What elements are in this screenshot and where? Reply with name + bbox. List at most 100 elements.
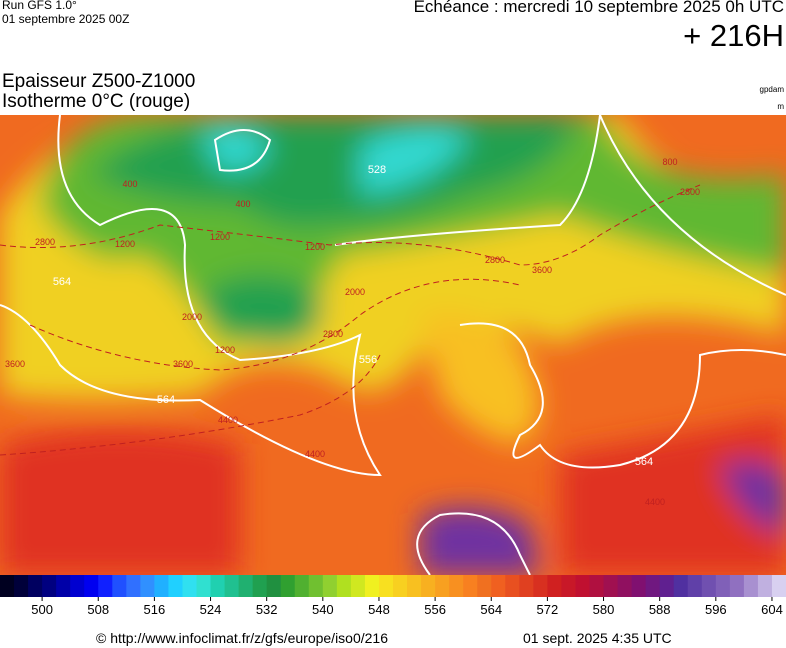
colorbar-cell xyxy=(210,575,226,597)
run: Run GFS 1.0° xyxy=(2,0,77,12)
title: Epaisseur Z500-Z1000 xyxy=(2,71,196,92)
iso0-label: 1200 xyxy=(215,345,235,355)
unit: m xyxy=(777,102,784,111)
map: 564 528 556 564 564 2800 2800 1200 400 400 1200 360… xyxy=(0,115,786,575)
colorbar-cell xyxy=(393,575,408,597)
colorbar-cell xyxy=(378,575,394,597)
colorbar-cell xyxy=(196,575,212,597)
colorbar-cell xyxy=(561,575,576,597)
valid-time: Echéance : mercredi 10 septembre 2025 0h… xyxy=(413,0,784,16)
colorbar-cell xyxy=(421,575,436,597)
iso0-label: 4400 xyxy=(218,415,238,425)
colorbar-label: 508 xyxy=(87,602,109,617)
colorbar-cell xyxy=(659,575,675,597)
colorbar-cell xyxy=(42,575,57,597)
iso0-label: 2800 xyxy=(485,255,505,265)
iso0-label: 2000 xyxy=(345,287,365,297)
iso0-label: 4400 xyxy=(645,497,665,507)
colorbar-label: 556 xyxy=(424,602,446,617)
colorbar-cell xyxy=(238,575,254,597)
colorbar-cell xyxy=(477,575,492,597)
colorbar-cell xyxy=(547,575,562,597)
colorbar-cell xyxy=(463,575,478,597)
colorbar-cell xyxy=(280,575,296,597)
run-date: 01 septembre 2025 00Z xyxy=(2,12,130,26)
colorbar-label: 572 xyxy=(537,602,559,617)
source: © http://www.infoclimat.fr/z/gfs/europe/… xyxy=(96,630,389,646)
colorbar-cell xyxy=(140,575,155,597)
iso0-label: 2000 xyxy=(182,312,202,322)
colorbar-cell xyxy=(70,575,85,597)
iso0-label: 3600 xyxy=(173,359,193,369)
thickness-contours xyxy=(0,115,786,575)
colorbar-label: 604 xyxy=(761,602,783,617)
colorbar-cell xyxy=(645,575,661,597)
colorbar-cell xyxy=(701,575,717,597)
iso0-label: 3600 xyxy=(5,359,25,369)
iso0-label: 800 xyxy=(662,157,677,167)
thickness-label: 528 xyxy=(368,164,386,176)
colorbar-label: 524 xyxy=(200,602,222,617)
colorbar-cell xyxy=(182,575,197,597)
iso0-label: 3600 xyxy=(532,265,552,275)
colorbar-cell xyxy=(673,575,689,597)
colorbar-cell xyxy=(743,575,759,597)
contour-labels: 564 528 556 564 564 2800 2800 1200 400 400 1200 360… xyxy=(5,157,700,507)
colorbar-cell xyxy=(407,575,422,597)
colorbar-cell xyxy=(224,575,240,597)
colorbar-label: 500 xyxy=(31,602,53,617)
iso0-label: 400 xyxy=(235,199,250,209)
thickness-label: 564 xyxy=(635,456,653,468)
colorbar-label: 540 xyxy=(312,602,334,617)
colorbar-cell xyxy=(336,575,352,597)
colorbar-cell xyxy=(28,575,43,597)
colorbar-cell xyxy=(168,575,183,597)
colorbar-label: 516 xyxy=(144,602,166,617)
colorbar-cell xyxy=(112,575,127,597)
colorbar-cell xyxy=(364,575,380,597)
colorbar-cell xyxy=(294,575,310,597)
colorbar-cell xyxy=(757,575,773,597)
colorbar-cell xyxy=(84,575,99,597)
colorbar-cell xyxy=(505,575,520,597)
colorbar-cell xyxy=(350,575,366,597)
colorbar-cell xyxy=(631,575,647,597)
colorbar-cell xyxy=(771,575,786,597)
colorbar-cell xyxy=(56,575,71,597)
colorbar-label: 564 xyxy=(480,602,502,617)
colorbar-cell xyxy=(126,575,141,597)
colorbar-cell xyxy=(575,575,590,597)
colorbar-label: 580 xyxy=(593,602,615,617)
colorbar-cell xyxy=(589,575,605,597)
iso0-label: 1200 xyxy=(115,239,135,249)
colorbar-cell xyxy=(322,575,338,597)
colorbar-cell xyxy=(715,575,731,597)
colorbar-cell xyxy=(519,575,534,597)
field xyxy=(0,115,786,575)
colorbar-cell xyxy=(729,575,745,597)
colorbar-cell xyxy=(533,575,548,597)
colorbar-label: 532 xyxy=(256,602,278,617)
colorbar-label: 596 xyxy=(705,602,727,617)
colorbar-cell xyxy=(266,575,282,597)
thickness-label: 556 xyxy=(359,354,377,366)
unit: gpdam xyxy=(759,85,784,94)
colorbar-label: 548 xyxy=(368,602,390,617)
iso0-label: 400 xyxy=(122,179,137,189)
colorbar-cell xyxy=(14,575,29,597)
thickness-label: 564 xyxy=(53,276,71,288)
iso0-label: 4400 xyxy=(305,449,325,459)
iso0-label: 2800 xyxy=(35,237,55,247)
iso0-contours xyxy=(0,184,701,456)
subtitle: Isotherme 0°C (rouge) xyxy=(2,91,191,112)
colorbar-cell xyxy=(617,575,633,597)
colorbar-cell xyxy=(687,575,703,597)
generated-time: 01 sept. 2025 4:35 UTC xyxy=(523,630,672,646)
iso0-label: 2800 xyxy=(680,187,700,197)
colorbar-cell xyxy=(435,575,450,597)
thickness-label: 564 xyxy=(157,394,175,406)
lead-time: + 216H xyxy=(683,18,784,53)
iso0-label: 1200 xyxy=(210,232,230,242)
colorbar-cell xyxy=(491,575,506,597)
